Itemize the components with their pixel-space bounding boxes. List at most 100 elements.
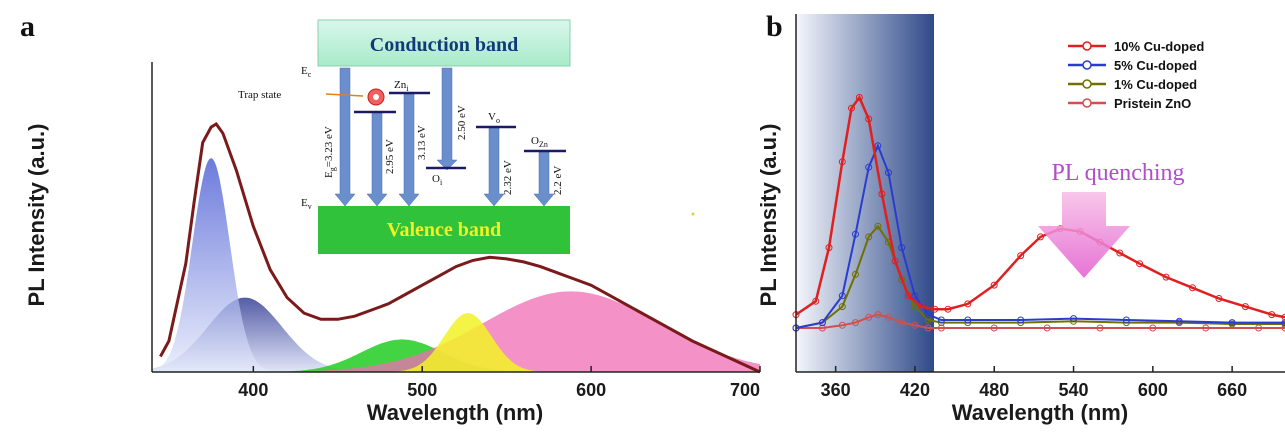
series-marker (865, 115, 873, 123)
panel-a-xlabel: Wavelength (nm) (367, 400, 543, 425)
arrow-232 (483, 127, 505, 207)
series-marker (1175, 317, 1183, 325)
zni-label: Zni (394, 79, 409, 93)
series-marker (1070, 315, 1077, 323)
ozn-label: OZn (531, 135, 548, 149)
transition-22-label: 2.2 eV (552, 166, 564, 195)
panel-b-label: b (766, 10, 783, 43)
legend-label: Pristein ZnO (1114, 96, 1191, 111)
series-marker (1017, 316, 1025, 324)
series-marker (1162, 273, 1170, 281)
legend-label: 1% Cu-doped (1114, 77, 1197, 92)
series-marker (1149, 324, 1157, 332)
x-tick-label: 480 (979, 380, 1009, 400)
series-marker (918, 303, 926, 311)
conduction-band (317, 19, 571, 67)
legend-label: 10% Cu-doped (1114, 39, 1204, 54)
series-marker (838, 292, 846, 300)
valence-band (318, 206, 570, 254)
series-marker (838, 158, 846, 166)
series-marker (891, 257, 899, 265)
legend-marker (1082, 41, 1092, 51)
series-marker (1116, 249, 1124, 257)
series-marker (911, 321, 919, 329)
series-marker (1241, 303, 1249, 311)
series-marker (852, 230, 859, 238)
series-marker (1136, 260, 1144, 268)
series-marker (825, 244, 833, 252)
series-marker (1202, 324, 1210, 332)
x-tick-label: 600 (1138, 380, 1168, 400)
series-marker (990, 281, 998, 289)
x-tick-label: 540 (1059, 380, 1089, 400)
x-tick-label: 700 (730, 380, 760, 400)
series-marker (818, 319, 826, 327)
transition-250-label: 2.50 eV (456, 105, 468, 140)
series-marker (885, 169, 892, 177)
series-marker (812, 297, 820, 305)
conduction-band-label: Conduction band (370, 34, 518, 56)
series-marker (1281, 319, 1285, 327)
x-tick-label: 420 (900, 380, 930, 400)
ev-label: Ev (301, 197, 312, 211)
series-marker (878, 190, 886, 198)
oi-label: Oi (432, 173, 443, 187)
legend-marker (1082, 60, 1092, 70)
series-marker (898, 319, 906, 327)
panel-a-x-ticks: 400 500 600 700 (238, 366, 761, 400)
band-diagram-inset: Conduction band Valence band Ec Ev Trap … (238, 19, 571, 254)
envelope-curve (159, 121, 761, 374)
series-line (795, 95, 1285, 319)
series-marker (924, 311, 932, 319)
series-marker (852, 270, 859, 278)
series-marker (848, 104, 855, 112)
arrow-250 (436, 67, 458, 171)
arrow-295 (366, 111, 388, 207)
series-marker (865, 313, 873, 321)
series-line (796, 313, 1285, 329)
trap-state-core-icon (373, 94, 379, 100)
series-marker (838, 303, 846, 311)
panel-b-x-ticks: 360 420 480 540 600 660 (821, 366, 1247, 400)
gaussian-peak-375 (152, 158, 760, 372)
series-marker (1043, 324, 1051, 332)
series-marker (865, 163, 873, 171)
series-marker (865, 233, 873, 241)
x-tick-label: 500 (407, 380, 437, 400)
series-marker (874, 311, 882, 319)
panel-a-plot: 400 500 600 700 (151, 62, 761, 400)
arrow-22 (533, 151, 555, 207)
series-marker (874, 222, 882, 230)
series-marker (937, 324, 945, 332)
series-marker (885, 313, 892, 321)
series-marker (1122, 316, 1130, 324)
series-marker (898, 244, 906, 252)
series-marker (911, 303, 919, 311)
series-marker (1017, 252, 1025, 260)
series-marker (924, 316, 932, 324)
series-marker (944, 305, 952, 313)
valence-band-label: Valence band (387, 219, 501, 241)
series-marker (931, 305, 939, 313)
series-marker (1096, 324, 1104, 332)
legend-marker (1082, 79, 1092, 89)
eg-transition-label: Eg=3.23 eV (323, 126, 337, 178)
series-marker (855, 94, 863, 101)
transition-313-label: 3.13 eV (416, 125, 428, 160)
series-marker (1268, 311, 1276, 319)
gaussian-components (152, 158, 760, 372)
legend-label: 5% Cu-doped (1114, 58, 1197, 73)
panel-a-ylabel: PL Intensity (a.u.) (24, 124, 49, 307)
legend-marker (1082, 98, 1092, 108)
x-tick-label: 400 (238, 380, 268, 400)
quench-arrow-icon (1038, 192, 1130, 278)
series-marker (1037, 233, 1044, 241)
series-marker (852, 319, 859, 327)
panel-a-label: a (20, 10, 35, 43)
series-marker (1281, 313, 1285, 321)
series-marker (990, 324, 998, 332)
x-tick-label: 660 (1217, 380, 1247, 400)
series-marker (874, 142, 882, 150)
series-marker (937, 316, 945, 324)
